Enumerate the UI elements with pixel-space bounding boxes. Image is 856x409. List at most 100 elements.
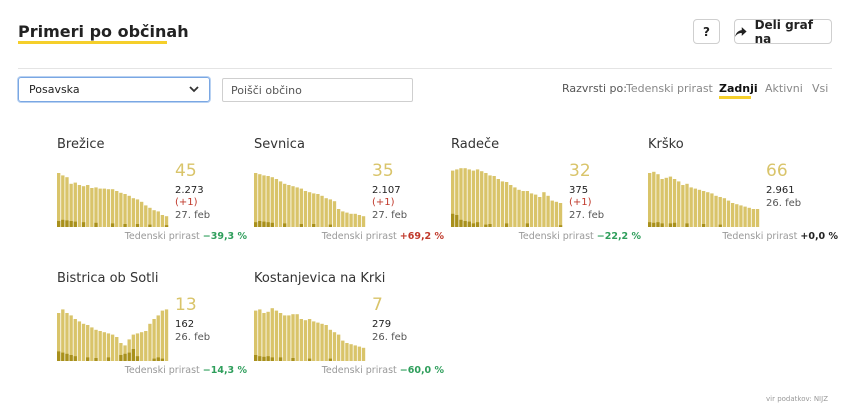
bar (538, 197, 542, 227)
bar (102, 188, 106, 227)
search-input[interactable] (222, 78, 413, 102)
bar (266, 176, 270, 227)
bar-segment (660, 223, 664, 227)
card-total: 279 (372, 319, 392, 330)
sort-option-active[interactable]: Aktivni (765, 82, 803, 95)
bar (144, 331, 148, 361)
municipality-card[interactable]: Radeče 32 375 (+1) 27. feb Tedenski prirast −2… (451, 137, 641, 247)
bar-segment (65, 220, 69, 227)
bar-segment (463, 221, 467, 227)
bar (164, 216, 169, 227)
bar-segment (299, 224, 303, 227)
title-underline (18, 41, 167, 44)
bar (349, 213, 353, 227)
bar (546, 195, 550, 227)
weekly-growth: Tedenski prirast −39,3 % (125, 231, 247, 242)
municipality-card[interactable]: Krško 66 2.961 26. feb Tedenski prirast +0,0 … (648, 137, 838, 247)
page-title: Primeri po občinah (18, 22, 189, 41)
bar (262, 313, 266, 361)
bar (131, 334, 136, 361)
bar (119, 192, 123, 227)
card-total: 2.273 (175, 185, 204, 196)
bar (65, 177, 69, 227)
bar (664, 177, 668, 227)
bar (57, 313, 61, 361)
bar (320, 323, 324, 361)
bar-segment (254, 222, 258, 227)
bar (61, 175, 65, 227)
bar (303, 320, 308, 361)
bar (496, 179, 500, 227)
bar (316, 322, 320, 361)
bar (357, 215, 362, 227)
bar (106, 189, 111, 227)
municipality-card[interactable]: Bistrica ob Sotli 13 162 26. feb Tedenski pr… (57, 271, 247, 381)
bar (353, 213, 357, 227)
region-select[interactable]: Posavska (18, 77, 210, 102)
bar (90, 188, 94, 227)
bar (480, 171, 484, 227)
bar (316, 194, 320, 227)
share-button[interactable]: Deli graf na (734, 18, 832, 46)
card-date: 27. feb (175, 210, 211, 221)
help-button[interactable]: ? (693, 19, 720, 44)
municipality-card[interactable]: Kostanjevica na Krki 7 279 26. feb Tedenski … (254, 271, 444, 381)
bar (706, 192, 710, 227)
bar (681, 185, 685, 227)
card-name: Radeče (451, 137, 500, 152)
bar (148, 207, 152, 227)
sort-option-all[interactable]: Vsi (812, 82, 829, 95)
bar-segment (525, 223, 530, 227)
bar (270, 177, 274, 227)
bar (61, 309, 65, 361)
bar-segment (312, 224, 316, 227)
bar-segment (467, 221, 471, 227)
bar (295, 187, 299, 227)
bar (90, 327, 94, 361)
bar (69, 183, 73, 227)
bar (57, 173, 61, 227)
bar (685, 183, 689, 227)
bar (533, 194, 538, 227)
bar (492, 176, 496, 227)
bar (345, 343, 349, 361)
weekly-growth: Tedenski prirast −14,3 % (125, 365, 247, 376)
bar-segment (652, 222, 656, 227)
sort-option-latest[interactable]: Zadnji (719, 82, 758, 95)
bar (278, 181, 283, 227)
bar (550, 200, 554, 227)
bar-segment (258, 356, 262, 361)
bar-segment (94, 222, 98, 227)
bar-segment (69, 221, 73, 227)
weekly-growth-label: Tedenski prirast (321, 365, 397, 376)
municipality-card[interactable]: Brežice 45 2.273 (+1) 27. feb Tedenski priras… (57, 137, 247, 247)
bar (77, 185, 82, 227)
bar (463, 168, 467, 227)
sort-option-weekly[interactable]: Tedenski prirast (626, 82, 713, 95)
bar (652, 171, 656, 227)
bar-segment (307, 358, 312, 361)
bar (291, 186, 295, 227)
bar (102, 332, 106, 361)
sort-label: Razvrsti po: (562, 82, 627, 95)
card-latest: 35 (372, 161, 394, 181)
bar (115, 191, 119, 227)
bar (135, 199, 140, 227)
bar-segment (455, 215, 459, 227)
municipality-card[interactable]: Sevnica 35 2.107 (+1) 27. feb Tedenski priras… (254, 137, 444, 247)
bar-segment (701, 224, 706, 227)
bar-segment (328, 358, 333, 361)
card-total: 2.961 (766, 185, 795, 196)
bar-segment (61, 352, 65, 361)
bar (730, 203, 735, 227)
card-date: 27. feb (372, 210, 408, 221)
bar-segment (266, 356, 270, 361)
bar (467, 169, 471, 227)
weekly-growth: Tedenski prirast −22,2 % (519, 231, 641, 242)
bar-segment (283, 223, 287, 227)
bar-segment (278, 357, 283, 361)
bar (127, 339, 131, 361)
bar-segment (262, 356, 266, 361)
card-delta: (+1) (175, 197, 198, 208)
bar (312, 321, 316, 361)
